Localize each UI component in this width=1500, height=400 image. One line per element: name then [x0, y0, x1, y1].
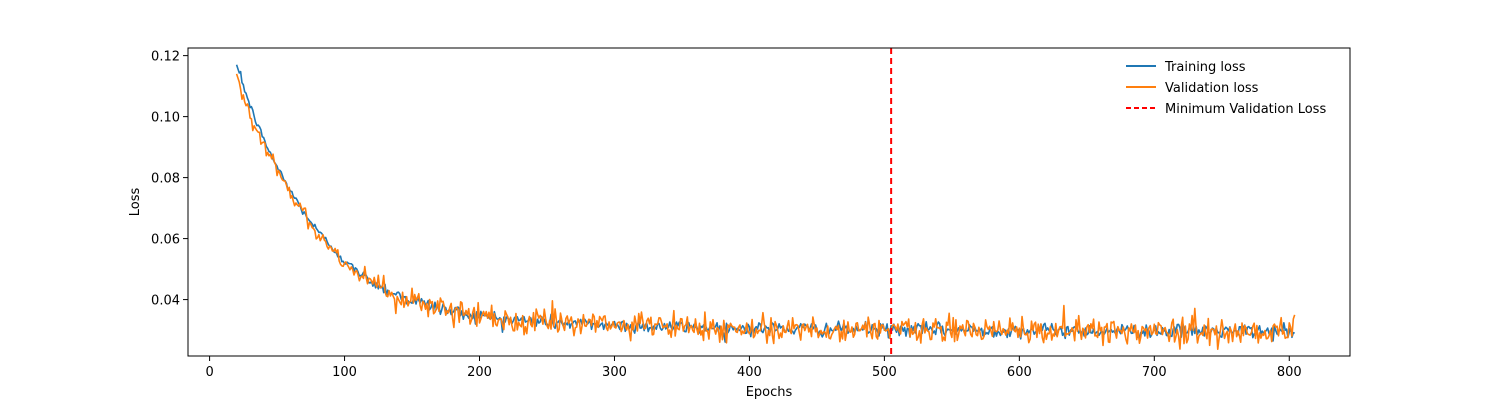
plot-frame	[187, 47, 1351, 357]
legend-label-min-val: Minimum Validation Loss	[1165, 102, 1326, 117]
y-tick-label: 0.08	[151, 172, 180, 187]
x-tick-label: 500	[872, 365, 897, 380]
x-axis-label: Epochs	[746, 385, 793, 400]
y-tick-label: 0.12	[151, 50, 180, 65]
plot-area	[235, 48, 1296, 356]
x-tick-label: 600	[1007, 365, 1032, 380]
legend-label-training: Training loss	[1164, 60, 1246, 75]
x-tick-label: 800	[1277, 365, 1302, 380]
legend: Training loss Validation loss Minimum Va…	[1126, 60, 1326, 117]
y-axis-label: Loss	[128, 188, 143, 217]
x-tick-label: 700	[1142, 365, 1167, 380]
legend-label-validation: Validation loss	[1165, 81, 1259, 96]
x-tick-label: 400	[737, 365, 762, 380]
validation-loss-line	[235, 73, 1296, 350]
x-tick-label: 100	[332, 365, 357, 380]
y-axis-ticks: 0.04 0.06 0.08 0.10 0.12	[151, 50, 188, 309]
x-tick-label: 200	[467, 365, 492, 380]
y-tick-label: 0.04	[151, 294, 180, 309]
y-tick-label: 0.06	[151, 233, 180, 248]
x-tick-label: 300	[602, 365, 627, 380]
x-axis-ticks: 0 100 200 300 400 500 600 700 800	[205, 356, 1302, 380]
y-tick-label: 0.10	[151, 111, 180, 126]
x-tick-label: 0	[205, 365, 213, 380]
